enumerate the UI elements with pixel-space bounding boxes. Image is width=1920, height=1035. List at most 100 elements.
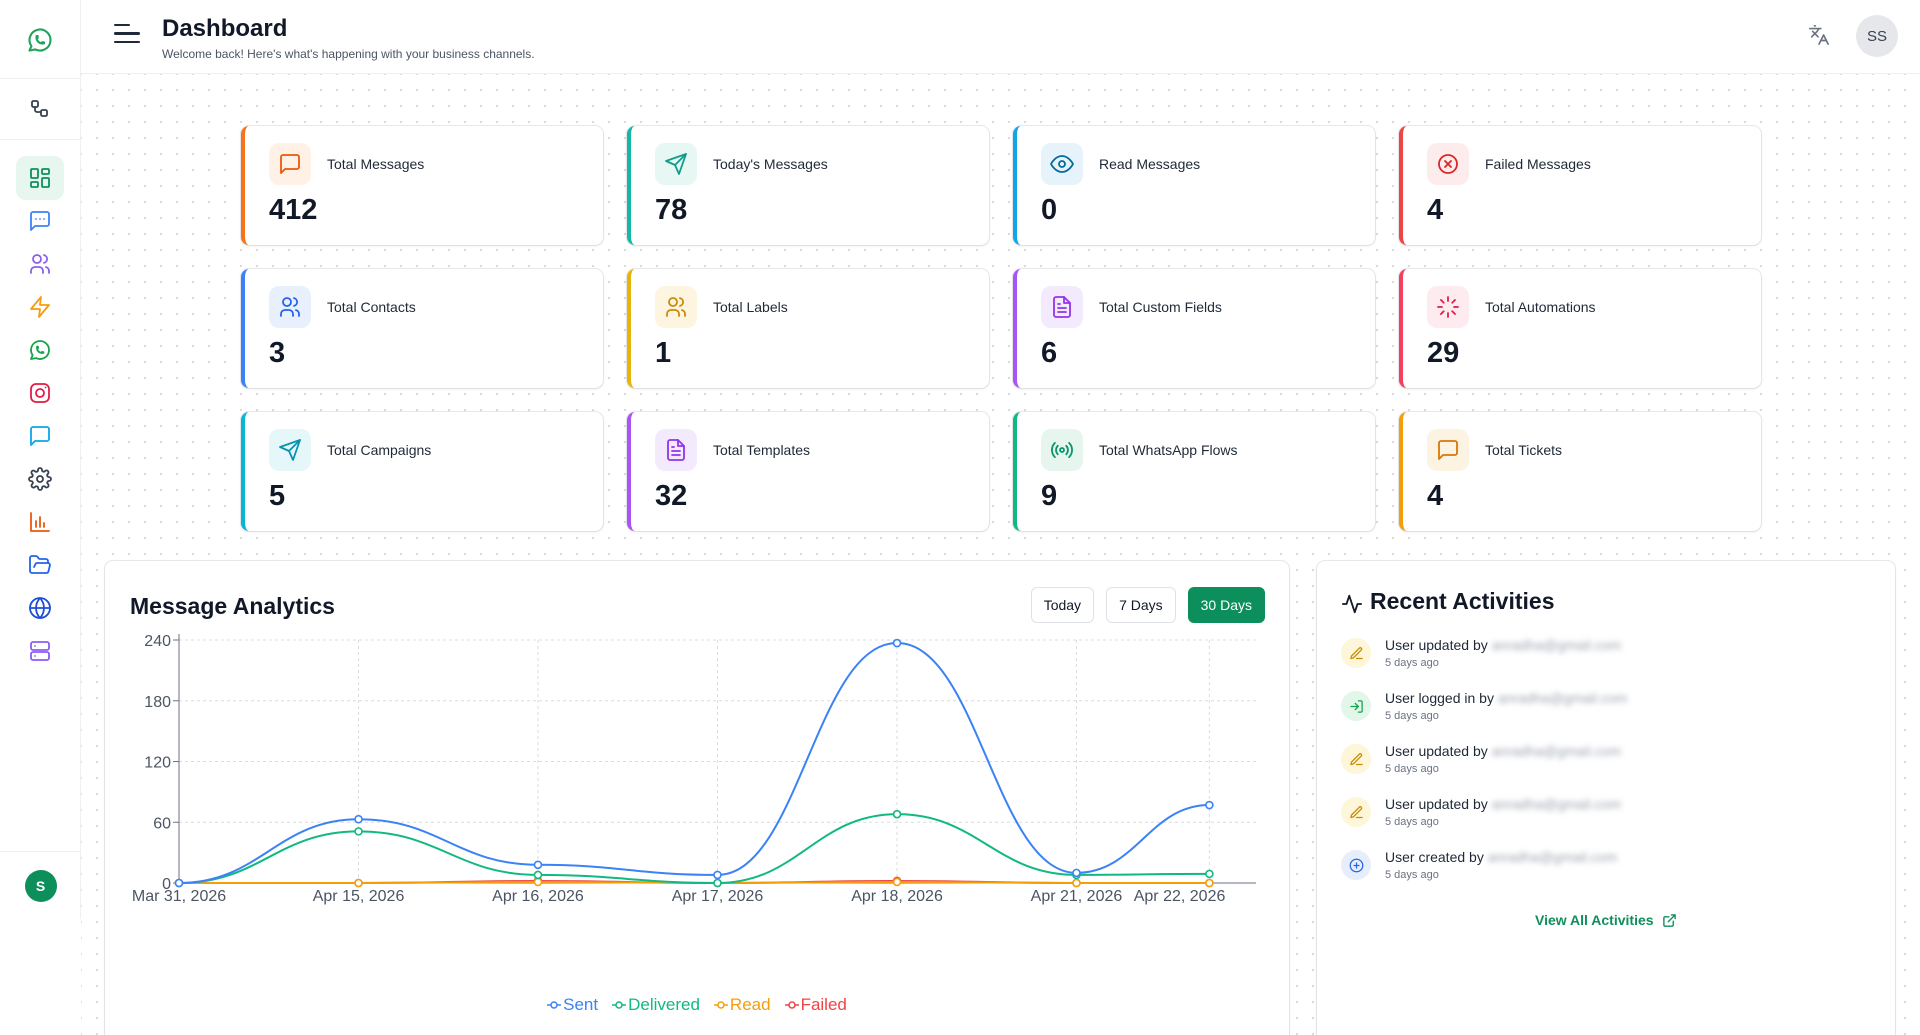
stat-label: Total Tickets <box>1485 442 1563 458</box>
stat-label: Total Labels <box>713 299 788 315</box>
stat-card-today-s-messages[interactable]: Today's Messages 78 <box>627 126 989 245</box>
login-icon <box>1341 691 1371 721</box>
activity-text: User logged in by anradha@gmail.com <box>1385 690 1627 706</box>
stat-value: 78 <box>655 194 688 226</box>
view-all-activities-link[interactable]: View All Activities <box>1535 912 1677 928</box>
activity-time: 5 days ago <box>1385 657 1439 669</box>
series-legend-delivered[interactable]: Delivered <box>612 995 700 1015</box>
x-tick-label: Mar 31, 2026 <box>132 888 226 905</box>
sidebar-item-settings[interactable] <box>16 457 64 501</box>
y-tick-label: 60 <box>153 815 171 832</box>
stat-card-total-contacts[interactable]: Total Contacts 3 <box>241 269 603 388</box>
stat-card-total-labels[interactable]: Total Labels 1 <box>627 269 989 388</box>
x-tick-label: Apr 21, 2026 <box>1031 888 1123 905</box>
edit-icon <box>1341 744 1371 774</box>
user-avatar[interactable]: SS <box>1856 15 1898 57</box>
sidebar-item-integrations[interactable] <box>16 87 64 131</box>
message-square-icon <box>30 426 50 446</box>
activity-text: User updated by anradha@gmail.com <box>1385 796 1621 812</box>
page-subtitle: Welcome back! Here's what's happening wi… <box>162 47 535 61</box>
sidebar-item-web[interactable] <box>16 586 64 630</box>
y-tick-label: 0 <box>162 876 171 893</box>
sidebar-item-contacts[interactable] <box>16 242 64 286</box>
series-legend-failed[interactable]: Failed <box>784 995 847 1015</box>
activity-item: User logged in by anradha@gmail.com 5 day… <box>1341 689 1841 742</box>
series-line-sent <box>178 642 1210 884</box>
message-icon <box>1427 429 1469 471</box>
x-circle-icon <box>1427 143 1469 185</box>
file-icon <box>1041 286 1083 328</box>
recent-activities-card: Recent Activities User updated by anradh… <box>1317 561 1895 1035</box>
stat-card-failed-messages[interactable]: Failed Messages 4 <box>1399 126 1761 245</box>
whatsapp-logo-icon[interactable] <box>20 20 60 60</box>
stat-label: Total Campaigns <box>327 442 432 458</box>
sidebar-item-instagram[interactable] <box>16 371 64 415</box>
sidebar-item-server[interactable] <box>16 629 64 673</box>
sidebar-item-whatsapp[interactable] <box>16 328 64 372</box>
sidebar-item-chat[interactable] <box>16 199 64 243</box>
sidebar-item-automations[interactable] <box>16 285 64 329</box>
stat-value: 5 <box>269 480 286 512</box>
stat-label: Total Messages <box>327 156 425 172</box>
stat-label: Total Contacts <box>327 299 416 315</box>
stat-card-total-templates[interactable]: Total Templates 32 <box>627 412 989 531</box>
sidebar-item-dashboard[interactable] <box>16 156 64 200</box>
range-selector: Today 7 Days 30 Days <box>1030 587 1265 623</box>
file-icon <box>655 429 697 471</box>
sidebar-item-files[interactable] <box>16 543 64 587</box>
series-legend-marker <box>547 1001 562 1009</box>
send-icon <box>655 143 697 185</box>
stat-card-read-messages[interactable]: Read Messages 0 <box>1013 126 1375 245</box>
series-legend-label: Read <box>729 995 771 1014</box>
stat-card-total-messages[interactable]: Total Messages 412 <box>241 126 603 245</box>
stat-value: 4 <box>1427 194 1444 226</box>
analytics-title: Message Analytics <box>130 593 335 619</box>
stat-value: 412 <box>269 194 318 226</box>
stat-label: Total WhatsApp Flows <box>1099 442 1238 458</box>
data-point-read <box>354 878 363 888</box>
stat-label: Total Automations <box>1485 299 1596 315</box>
users-icon <box>269 286 311 328</box>
stat-value: 0 <box>1041 194 1058 226</box>
data-point-sent <box>354 814 363 824</box>
series-legend-sent[interactable]: Sent <box>547 995 598 1015</box>
data-point-read <box>892 877 902 887</box>
folder-icon <box>29 555 51 574</box>
range-today-button[interactable]: Today <box>1030 587 1095 623</box>
range-7-days-button[interactable]: 7 Days <box>1106 587 1176 623</box>
menu-toggle-icon[interactable] <box>114 24 140 46</box>
sidebar-item-messages[interactable] <box>16 414 64 458</box>
stat-card-total-tickets[interactable]: Total Tickets 4 <box>1399 412 1761 531</box>
stat-card-total-custom-fields[interactable]: Total Custom Fields 6 <box>1013 269 1375 388</box>
sidebar-item-reports[interactable] <box>16 500 64 544</box>
stat-label: Failed Messages <box>1485 156 1591 172</box>
stat-label: Read Messages <box>1099 156 1201 172</box>
stat-label: Today's Messages <box>713 156 828 172</box>
analytics-line-chart: 0 60 120 180 240 Mar 31, 2026 Apr 15, 2026 Apr … <box>132 633 1256 905</box>
stat-card-total-campaigns[interactable]: Total Campaigns 5 <box>241 412 603 531</box>
translate-icon[interactable] <box>1808 24 1834 50</box>
sidebar-user-avatar[interactable]: S <box>24 869 57 902</box>
sidebar-divider <box>0 78 81 79</box>
series-legend-read[interactable]: Read <box>713 995 771 1015</box>
stat-card-total-automations[interactable]: Total Automations 29 <box>1399 269 1761 388</box>
activity-time: 5 days ago <box>1385 869 1439 881</box>
x-tick-label: Apr 16, 2026 <box>492 888 584 905</box>
range-30-days-button[interactable]: 30 Days <box>1187 587 1265 623</box>
data-point-sent <box>892 638 902 648</box>
data-point-sent <box>1072 868 1081 878</box>
data-point-read <box>533 877 543 887</box>
top-header: Dashboard Welcome back! Here's what's ha… <box>81 0 1920 74</box>
data-point-read <box>1072 878 1081 888</box>
page-title: Dashboard <box>162 15 288 42</box>
series-legend-marker <box>713 1001 728 1009</box>
activities-title: Recent Activities <box>1370 588 1555 614</box>
external-link-icon <box>1662 913 1676 927</box>
stat-value: 29 <box>1427 337 1460 369</box>
activity-text: User updated by anradha@gmail.com <box>1385 743 1621 759</box>
stat-card-total-whatsapp-flows[interactable]: Total WhatsApp Flows 9 <box>1013 412 1375 531</box>
stat-label: Total Custom Fields <box>1099 299 1222 315</box>
activity-email: anradha@gmail.com <box>1491 796 1622 812</box>
activity-action: User created by <box>1385 849 1484 865</box>
users-icon <box>655 286 697 328</box>
